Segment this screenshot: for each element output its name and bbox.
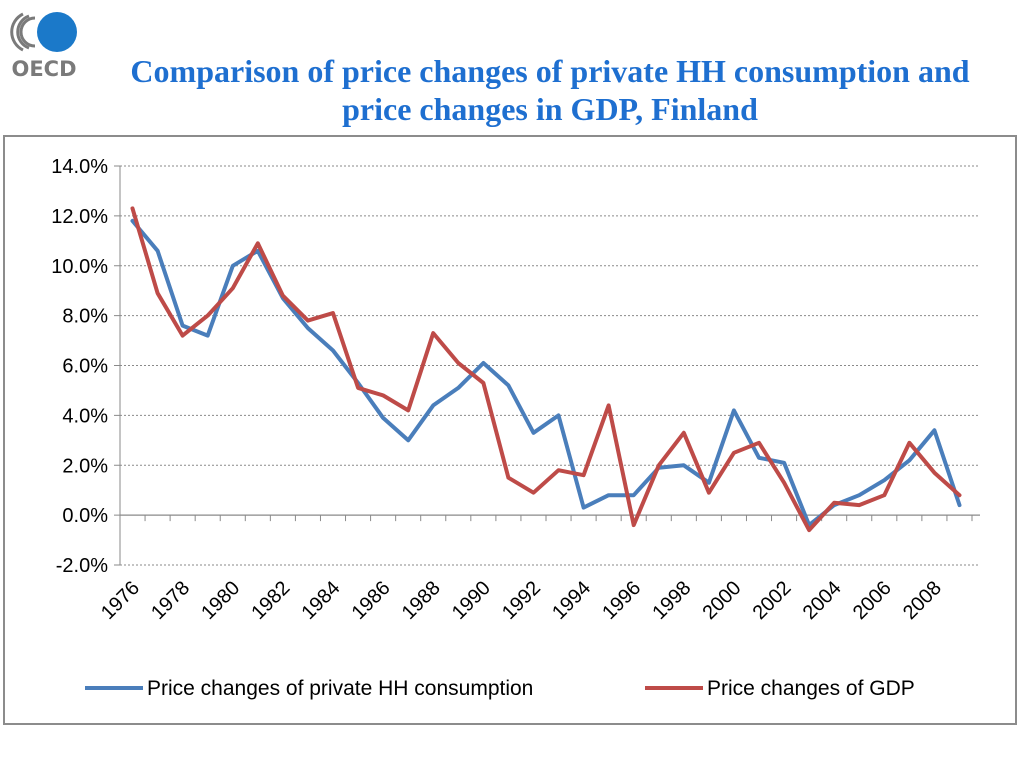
series-line-2 bbox=[130, 206, 962, 533]
oecd-logo-text: OECD bbox=[11, 57, 77, 81]
x-tick-label: 2006 bbox=[849, 577, 896, 624]
x-tick-label: 1978 bbox=[147, 577, 194, 624]
x-tick-label: 1988 bbox=[398, 577, 445, 624]
line-chart: 14.0% 12.0% 10.0% 8.0% 6.0% 4.0% 2.0% 0.0% -2.0%… bbox=[51, 156, 980, 700]
x-tick-label: 1998 bbox=[648, 577, 695, 624]
chart-frame: 14.0% 12.0% 10.0% 8.0% 6.0% 4.0% 2.0% 0.0% -2.0%… bbox=[3, 135, 1017, 725]
x-tick-label: 1980 bbox=[197, 577, 244, 624]
x-tick-label: 1982 bbox=[247, 577, 294, 624]
y-tick-label: 10.0% bbox=[51, 256, 108, 278]
x-tick-label: 2002 bbox=[749, 577, 796, 624]
x-tick-label: 1990 bbox=[448, 577, 495, 624]
x-tick-label: 1984 bbox=[298, 577, 345, 624]
x-tick-label: 1996 bbox=[598, 577, 645, 624]
x-tick-label: 2008 bbox=[899, 577, 946, 624]
oecd-logo: OECD bbox=[6, 8, 82, 80]
y-tick-label: 2.0% bbox=[62, 455, 108, 477]
x-tick-label: 2004 bbox=[799, 577, 846, 624]
x-tick-label: 1976 bbox=[97, 577, 144, 624]
y-tick-label: 0.0% bbox=[62, 505, 108, 527]
y-tick-label: 4.0% bbox=[62, 405, 108, 427]
legend-label-2: Price changes of GDP bbox=[707, 677, 915, 700]
x-tick-label: 1994 bbox=[548, 577, 595, 624]
y-tick-label: 6.0% bbox=[62, 356, 108, 378]
legend-label-1: Price changes of private HH consumption bbox=[147, 677, 533, 700]
x-tick-label: 1986 bbox=[348, 577, 395, 624]
y-tick-label: -2.0% bbox=[56, 555, 108, 577]
oecd-logo-icon bbox=[10, 12, 77, 52]
x-tick-label: 1992 bbox=[498, 577, 545, 624]
y-tick-label: 8.0% bbox=[62, 306, 108, 328]
y-tick-label: 12.0% bbox=[51, 206, 108, 228]
y-tick-label: 14.0% bbox=[51, 156, 108, 178]
x-tick-label: 2000 bbox=[698, 577, 745, 624]
page-title: Comparison of price changes of private H… bbox=[130, 53, 970, 127]
